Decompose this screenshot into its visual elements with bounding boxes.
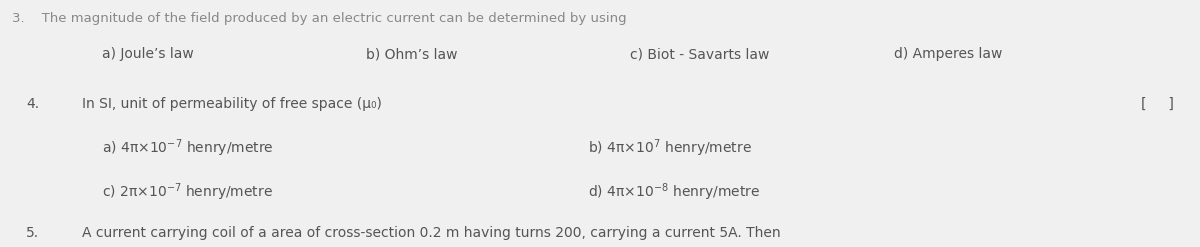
Text: 5.: 5. <box>26 226 40 240</box>
Text: a) 4π×10$^{-7}$ henry/metre: a) 4π×10$^{-7}$ henry/metre <box>102 137 274 159</box>
Text: b) 4π×10$^{7}$ henry/metre: b) 4π×10$^{7}$ henry/metre <box>588 137 752 159</box>
Text: A current carrying coil of a area of cross-section 0.2 m having turns 200, carry: A current carrying coil of a area of cro… <box>82 226 780 240</box>
Text: d) 4π×10$^{-8}$ henry/metre: d) 4π×10$^{-8}$ henry/metre <box>588 182 760 204</box>
Text: [     ]: [ ] <box>1141 97 1174 111</box>
Text: d) Amperes law: d) Amperes law <box>894 47 1002 61</box>
Text: c) Biot - Savarts law: c) Biot - Savarts law <box>630 47 769 61</box>
Text: In SI, unit of permeability of free space (μ₀): In SI, unit of permeability of free spac… <box>82 97 382 111</box>
Text: 4.: 4. <box>26 97 40 111</box>
Text: a) Joule’s law: a) Joule’s law <box>102 47 193 61</box>
Text: b) Ohm’s law: b) Ohm’s law <box>366 47 457 61</box>
Text: c) 2π×10$^{-7}$ henry/metre: c) 2π×10$^{-7}$ henry/metre <box>102 182 272 204</box>
Text: 3.    The magnitude of the field produced by an electric current can be determin: 3. The magnitude of the field produced b… <box>12 12 626 25</box>
